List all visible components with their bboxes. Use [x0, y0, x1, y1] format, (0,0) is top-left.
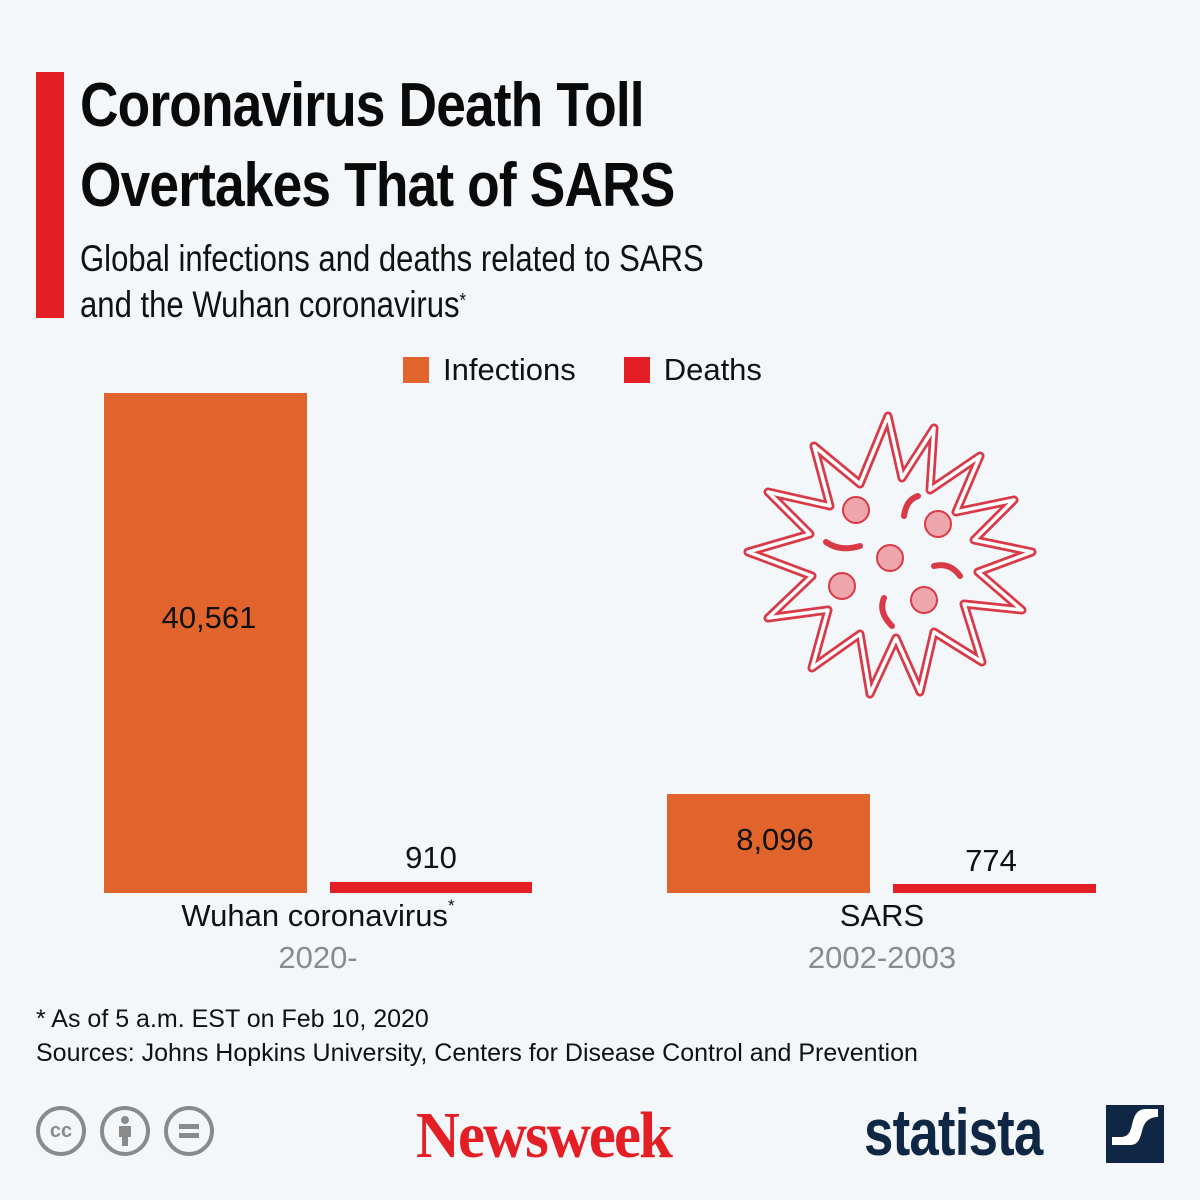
infections-swatch	[403, 357, 429, 383]
deaths-swatch	[623, 357, 650, 383]
no-derivatives-icon[interactable]	[164, 1106, 214, 1156]
cc-glyph: cc	[49, 1119, 73, 1142]
subtitle-line-1: Global infections and deaths related to …	[80, 238, 704, 279]
category-period-sars: 2002-2003	[807, 940, 957, 975]
subtitle-line-2: and the Wuhan coronavirus	[80, 284, 460, 325]
bar-wuhan-deaths	[330, 882, 532, 893]
equals-glyph	[179, 1124, 199, 1138]
chart-title: Coronavirus Death Toll Overtakes That of…	[80, 66, 675, 226]
chart-legend: Infections Deaths	[403, 352, 810, 388]
person-glyph	[119, 1116, 131, 1146]
footnote-note: * As of 5 a.m. EST on Feb 10, 2020	[36, 1005, 429, 1033]
legend-item-deaths: Deaths	[623, 352, 762, 388]
chart-subtitle: Global infections and deaths related to …	[80, 236, 704, 328]
bar-wuhan-infections	[104, 393, 307, 893]
legend-label: Deaths	[663, 352, 762, 387]
bar-value-label: 40,561	[161, 600, 257, 635]
bar-sars-deaths	[893, 884, 1096, 893]
statista-mark-icon	[1106, 1105, 1164, 1163]
legend-label: Infections	[443, 352, 576, 387]
newsweek-logo[interactable]: Newsweek	[416, 1099, 673, 1172]
bar-sars-infections	[667, 794, 870, 893]
title-line-2: Overtakes That of SARS	[80, 151, 675, 220]
attribution-icon[interactable]	[100, 1106, 150, 1156]
sources-text: Sources: Johns Hopkins University, Cente…	[36, 1039, 918, 1067]
bar-value-label: 910	[405, 840, 457, 875]
creative-commons-icon[interactable]: cc	[36, 1106, 86, 1156]
legend-item-infections: Infections	[403, 352, 576, 388]
virus-icon	[743, 411, 1037, 699]
title-accent-bar	[36, 72, 64, 318]
statista-logo[interactable]: statista	[864, 1095, 1043, 1169]
category-name: Wuhan coronavirus	[181, 898, 448, 933]
footnote-block: * As of 5 a.m. EST on Feb 10, 2020 Sourc…	[36, 1002, 918, 1070]
title-line-1: Coronavirus Death Toll	[80, 71, 645, 140]
category-label-sars: SARS	[839, 898, 925, 933]
bar-value-label: 774	[965, 843, 1017, 878]
category-label-wuhan: Wuhan coronavirus*	[118, 896, 518, 934]
bar-value-label: 8,096	[736, 822, 814, 857]
subtitle-footnote-mark: *	[459, 290, 467, 312]
license-icons: cc	[36, 1106, 214, 1156]
category-footnote-mark: *	[447, 896, 455, 915]
category-period-wuhan: 2020-	[278, 940, 358, 975]
